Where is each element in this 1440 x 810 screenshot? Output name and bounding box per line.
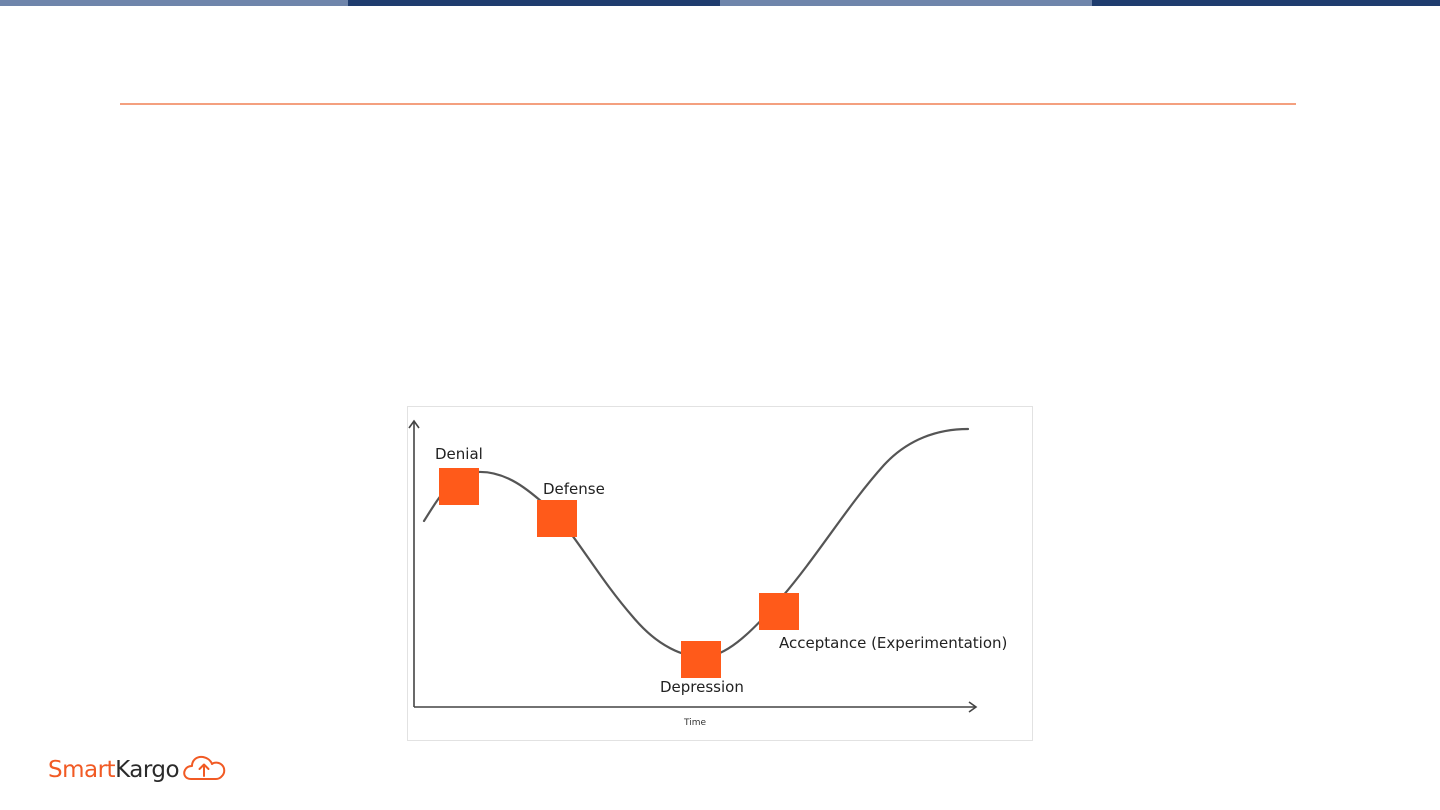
logo-text-kargo: Kargo [115,756,180,783]
change-curve-figure: Denial Defense Depression Acceptance (Ex… [407,406,1033,741]
x-axis-label: Time [683,718,706,728]
stage-label-defense: Defense [543,480,605,498]
stage-marker-acceptance [759,593,799,630]
stage-label-denial: Denial [435,445,483,463]
change-curve [422,427,970,659]
top-bar-segment-3 [720,0,1092,6]
logo-text-smart: Smart [48,756,116,783]
stage-label-depression: Depression [660,678,744,696]
top-bar-segment-2 [348,0,720,6]
top-accent-bar [0,0,1440,6]
top-bar-segment-1 [0,0,348,6]
title-divider [120,103,1296,105]
stage-marker-depression [681,641,721,678]
top-bar-segment-4 [1092,0,1440,6]
stage-label-acceptance: Acceptance (Experimentation) [779,634,1007,652]
stage-marker-denial [439,468,479,505]
smartkargo-logo: Smart Kargo [48,750,227,790]
change-curve-svg: Denial Defense Depression Acceptance (Ex… [408,419,1007,728]
stage-marker-defense [537,500,577,537]
cloud-upload-icon [181,753,227,787]
